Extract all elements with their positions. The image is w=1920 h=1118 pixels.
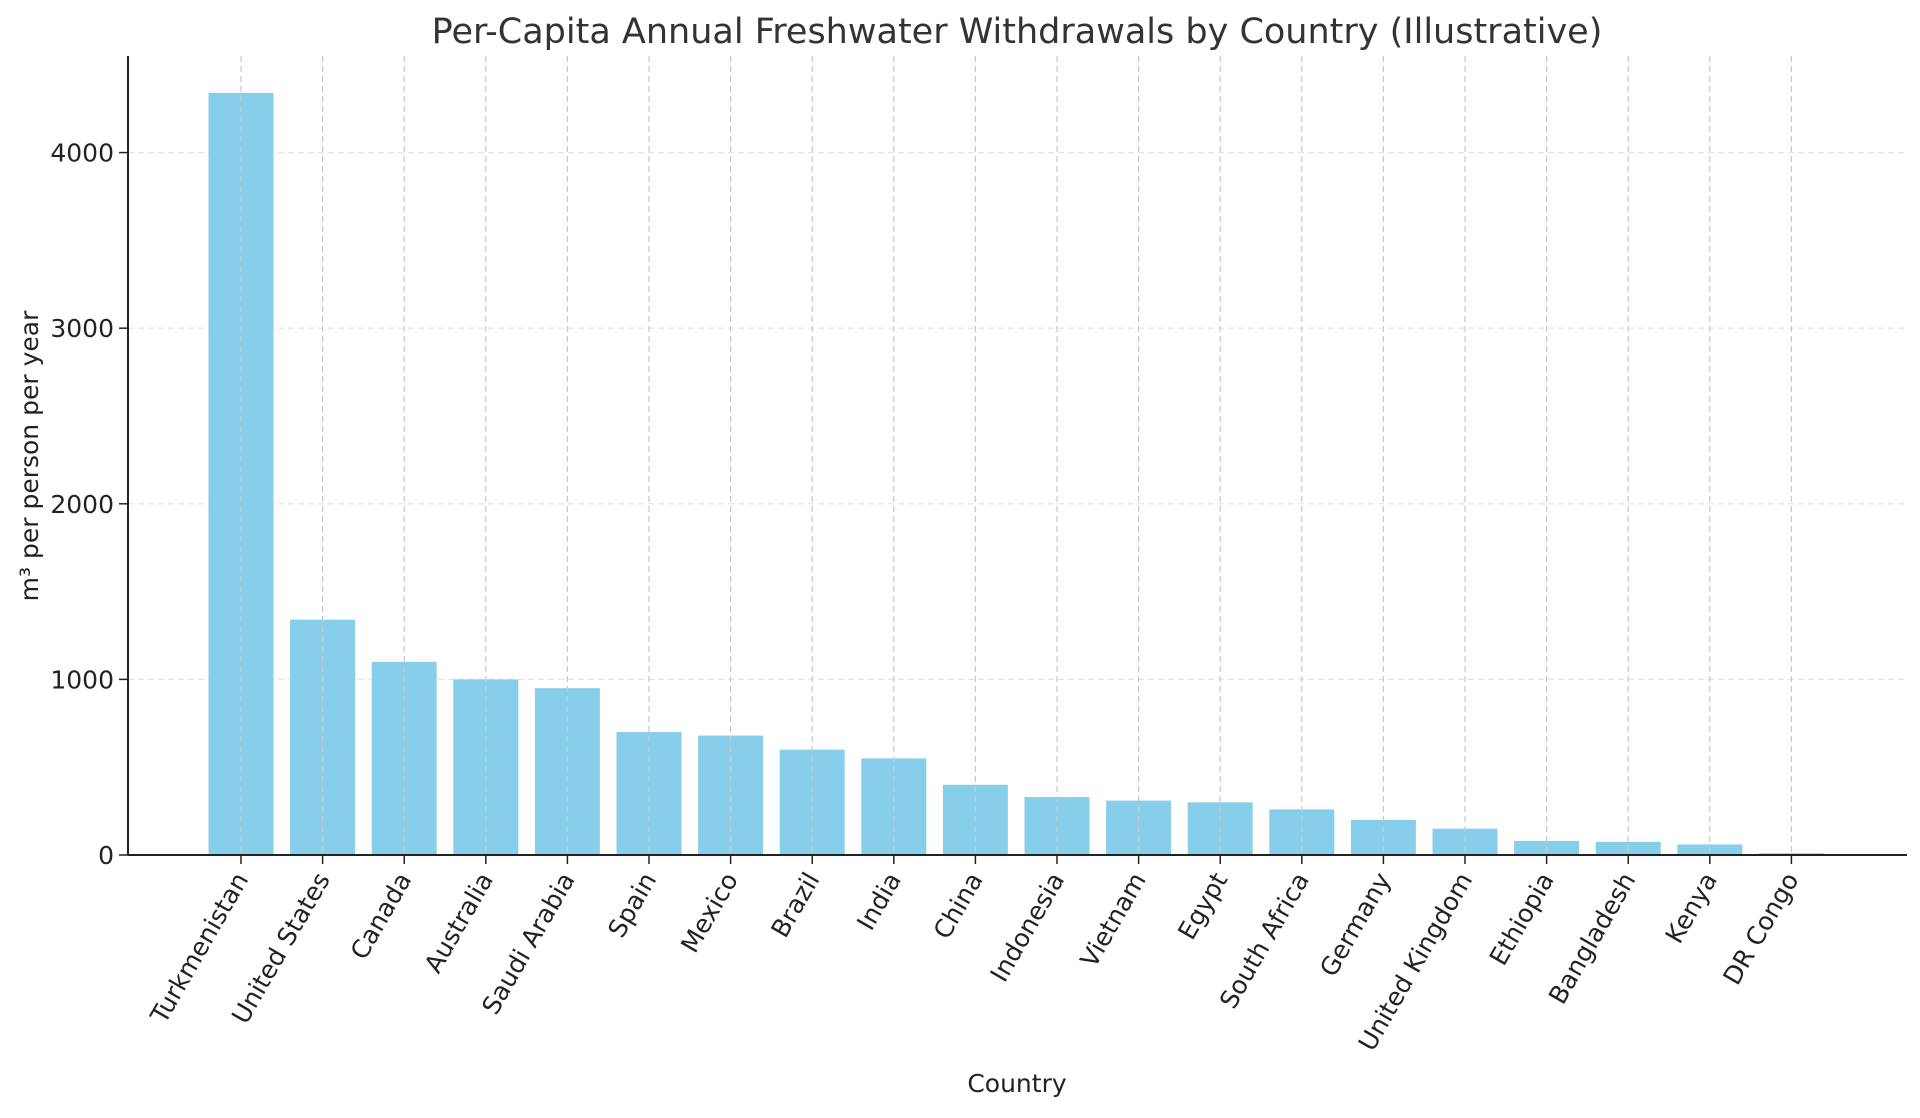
x-tick-label: Canada	[345, 868, 418, 965]
y-tick-label: 4000	[50, 139, 114, 168]
y-tick-label: 0	[98, 841, 114, 870]
bars-layer	[208, 92, 1824, 855]
x-tick-label: DR Congo	[1717, 868, 1804, 990]
y-tick-label: 3000	[50, 314, 114, 343]
x-tick-label: Kenya	[1660, 868, 1723, 949]
x-tick-label: India	[851, 868, 907, 936]
x-tick-label: China	[928, 868, 989, 944]
y-tick-label: 1000	[50, 665, 114, 694]
x-tick-label: Australia	[419, 868, 499, 978]
vertical-grid-layer	[240, 56, 1793, 855]
x-tick-label: Brazil	[765, 868, 825, 943]
x-tick-label: Vietnam	[1075, 868, 1152, 973]
x-tick-label: Mexico	[675, 868, 744, 958]
y-ticks: 0 1000 2000 3000 4000	[50, 139, 128, 870]
x-tick-label: Bangladesh	[1543, 868, 1641, 1009]
bar	[698, 735, 764, 855]
x-tick-label: Ethiopia	[1484, 868, 1560, 971]
bar	[616, 732, 682, 855]
x-tick-label: Indonesia	[985, 868, 1071, 987]
y-axis-label: m³ per person per year	[15, 310, 44, 601]
x-axis-label: Country	[967, 1069, 1067, 1098]
x-tick-label: Spain	[602, 868, 662, 943]
grid-layer	[128, 151, 1907, 680]
y-tick-label: 2000	[50, 490, 114, 519]
x-tick-label: Egypt	[1172, 867, 1233, 944]
x-tick-label: Germany	[1314, 867, 1397, 981]
chart-title: Per-Capita Annual Freshwater Withdrawals…	[432, 12, 1603, 52]
